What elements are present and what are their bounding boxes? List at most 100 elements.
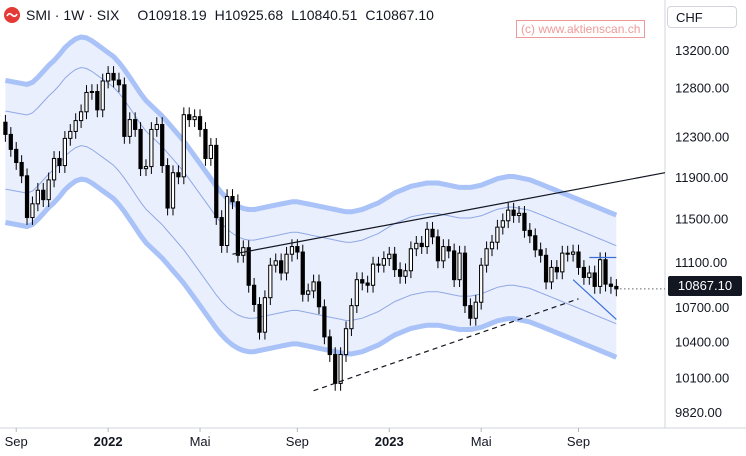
candle-body (343, 328, 349, 356)
candle-body (587, 272, 592, 278)
candle-body (51, 157, 57, 181)
candle-body (430, 228, 435, 238)
low-value: 10840.51 (298, 7, 358, 23)
candle-body (549, 266, 554, 283)
candle-body (511, 209, 516, 216)
candle-body (160, 124, 165, 167)
candle-body (122, 84, 127, 137)
candle-body (392, 253, 397, 271)
y-tick-label: 10400.00 (675, 335, 729, 350)
candle-body (495, 226, 500, 243)
candle-body (279, 260, 284, 274)
candle-body (446, 246, 451, 252)
candle-body (57, 157, 62, 167)
y-tick-label: 11100.00 (675, 255, 727, 270)
watermark-label: (c) www.aktienscan.ch (516, 20, 646, 38)
candle-body (154, 124, 159, 130)
candle-body (473, 301, 478, 319)
candle-body (338, 354, 343, 384)
candle-body (387, 253, 392, 260)
candle-body (219, 217, 224, 246)
candle-body (111, 72, 116, 81)
trendline-0[interactable] (232, 172, 666, 255)
candle-body (457, 252, 462, 281)
candle-body (73, 120, 78, 132)
candle-body (30, 203, 35, 219)
candle-body (284, 253, 289, 274)
candle-body (397, 269, 403, 277)
candle-body (24, 175, 30, 219)
candle-body (592, 272, 597, 287)
candle-body (251, 284, 257, 305)
candle-body (170, 172, 176, 209)
candle-body (381, 258, 386, 266)
candle-body (376, 263, 381, 266)
candle-body (95, 90, 100, 111)
candle-body (214, 144, 219, 219)
symbol-label[interactable]: SMI · 1W · SIX (26, 7, 120, 23)
candle-body (419, 242, 424, 248)
candle-body (187, 114, 192, 121)
candle-body (230, 195, 235, 203)
y-tick-label: 9820.00 (675, 405, 722, 420)
candle-body (608, 283, 614, 287)
y-tick-label: 11900.00 (675, 170, 728, 185)
candle-body (19, 162, 24, 177)
band-upper-inner (5, 66, 617, 247)
candle-body (603, 259, 608, 285)
y-tick-label: 10100.00 (675, 371, 729, 386)
currency-button[interactable]: CHF (667, 6, 737, 28)
candle-body (614, 285, 619, 290)
candle-body (149, 128, 154, 168)
candle-body (68, 130, 73, 139)
band-upper-outer (4, 34, 618, 218)
trendline-2[interactable] (572, 279, 617, 320)
candle-body (306, 290, 311, 295)
candle-body (89, 90, 95, 93)
candle-body (506, 209, 511, 222)
x-tick-label: Sep (567, 434, 590, 449)
candle-body (3, 121, 8, 135)
candle-body (268, 264, 273, 299)
candle-body (468, 305, 473, 319)
candle-body (327, 336, 332, 356)
last-price-label: 10867.10 (668, 276, 742, 296)
trendline-1[interactable] (313, 298, 579, 392)
candle-body (489, 241, 495, 250)
y-tick-label: 10700.00 (675, 300, 729, 315)
candle-body (414, 242, 419, 250)
candle-body (370, 263, 376, 286)
candle-body (143, 166, 149, 170)
candle-body (452, 250, 457, 281)
candle-body (273, 260, 278, 266)
y-tick-label: 11500.00 (675, 212, 728, 227)
candle-body (100, 80, 105, 111)
candle-body (138, 128, 143, 170)
candle-body (403, 270, 408, 277)
x-tick-label: 2022 (94, 434, 123, 449)
y-tick-label: 12800.00 (675, 81, 729, 96)
candle-body (543, 254, 549, 283)
candle-body (565, 252, 570, 255)
low-key: L (291, 7, 299, 23)
candle-body (484, 248, 489, 266)
candle-body (84, 91, 89, 113)
candle-body (581, 266, 587, 278)
candle-body (116, 79, 122, 86)
open-value: 10918.19 (148, 7, 207, 23)
candle-body (46, 179, 51, 201)
candle-body (311, 281, 316, 292)
candle-body (441, 246, 446, 262)
candle-body (333, 354, 338, 384)
candle-body (408, 248, 414, 272)
band-lower-inner (5, 145, 617, 325)
candle-body (208, 144, 213, 159)
candle-body (41, 189, 46, 201)
candle-body (133, 119, 138, 130)
candle-body (527, 229, 532, 237)
candle-body (424, 228, 430, 248)
high-key: H (214, 7, 225, 23)
candle-body (165, 165, 170, 209)
candle-body (576, 251, 581, 268)
